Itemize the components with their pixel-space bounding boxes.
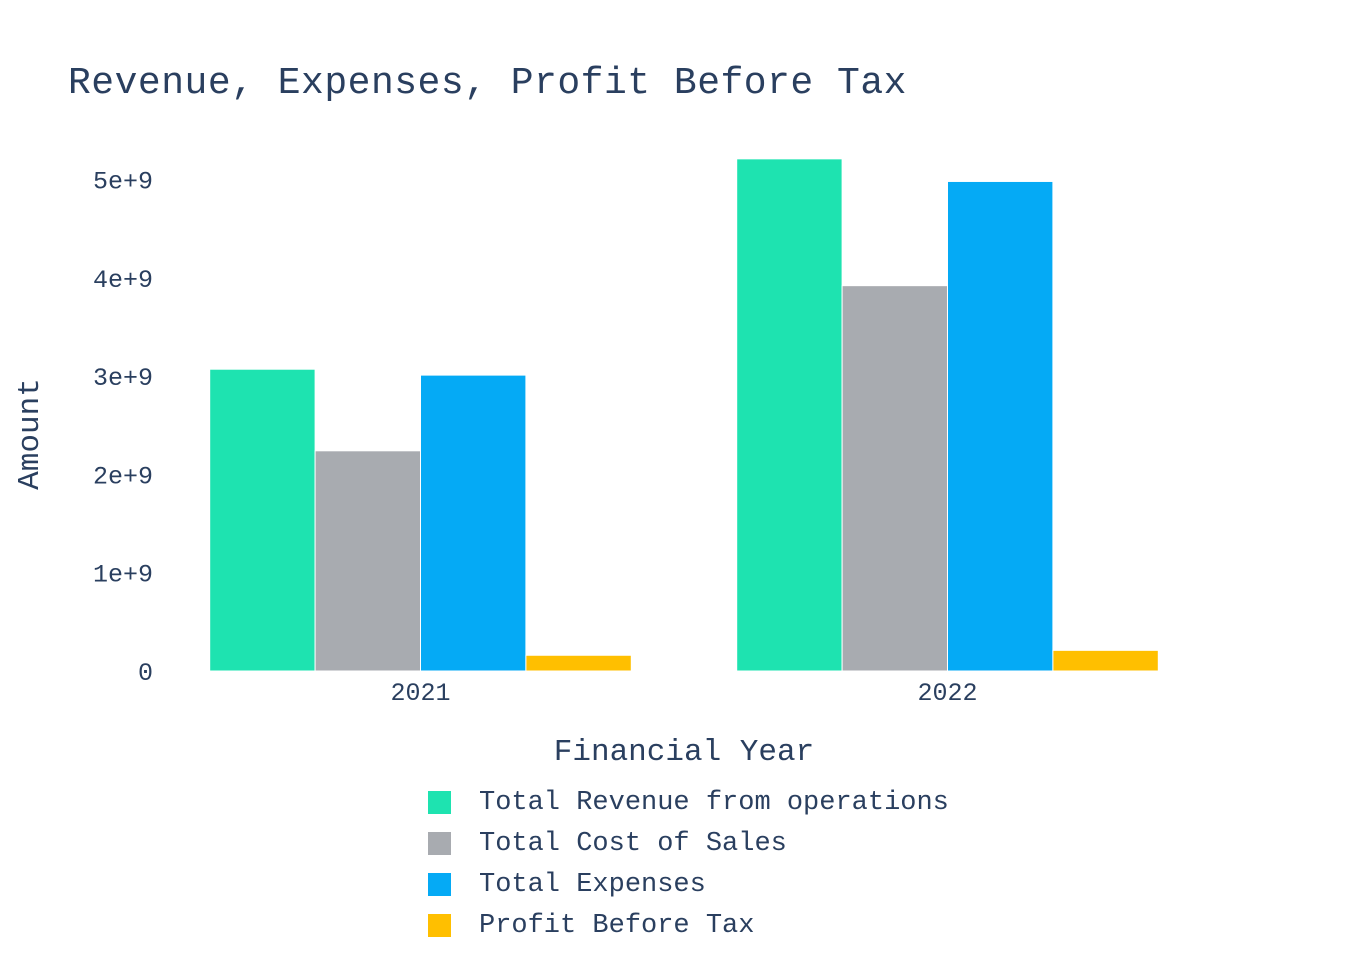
y-tick-label: 5e+9 xyxy=(93,167,153,196)
y-tick-label: 0 xyxy=(138,659,153,688)
y-tick-label: 2e+9 xyxy=(93,462,153,491)
bar-total-revenue-from-operations-2022 xyxy=(736,158,843,672)
bar-total-cost-of-sales-2022 xyxy=(841,285,948,672)
bar-total-cost-of-sales-2021 xyxy=(314,450,422,672)
y-tick-label: 3e+9 xyxy=(93,364,153,393)
bar-total-revenue-from-operations-2021 xyxy=(209,368,316,672)
bar-profit-before-tax-2021 xyxy=(525,654,632,672)
bar-profit-before-tax-2022 xyxy=(1052,649,1159,672)
legend-swatch xyxy=(428,914,451,937)
y-axis-title: Amount xyxy=(13,378,48,490)
legend-item[interactable]: Total Cost of Sales xyxy=(428,823,949,864)
bar-total-expenses-2021 xyxy=(420,374,527,672)
legend-swatch xyxy=(428,832,451,855)
legend-swatch xyxy=(428,791,451,814)
bar-total-expenses-2022 xyxy=(947,180,1054,672)
legend-swatch xyxy=(428,873,451,896)
legend-label: Total Revenue from operations xyxy=(479,787,949,818)
legend-label: Total Expenses xyxy=(479,869,706,900)
y-tick-label: 1e+9 xyxy=(93,561,153,590)
chart-title: Revenue, Expenses, Profit Before Tax xyxy=(68,62,907,105)
x-tick-label: 2021 xyxy=(390,679,450,708)
legend-label: Total Cost of Sales xyxy=(479,828,787,859)
legend: Total Revenue from operations Total Cost … xyxy=(428,782,949,946)
bars xyxy=(209,158,1159,672)
y-tick-label: 4e+9 xyxy=(93,266,153,295)
x-tick-label: 2022 xyxy=(917,679,977,708)
x-axis-ticks: 2021 2022 xyxy=(390,679,977,708)
y-axis-ticks: 0 1e+9 2e+9 3e+9 4e+9 5e+9 xyxy=(93,167,153,688)
legend-item[interactable]: Total Expenses xyxy=(428,864,949,905)
x-axis-title: Financial Year xyxy=(554,735,814,770)
legend-label: Profit Before Tax xyxy=(479,910,755,941)
legend-item[interactable]: Profit Before Tax xyxy=(428,905,949,946)
legend-item[interactable]: Total Revenue from operations xyxy=(428,782,949,823)
